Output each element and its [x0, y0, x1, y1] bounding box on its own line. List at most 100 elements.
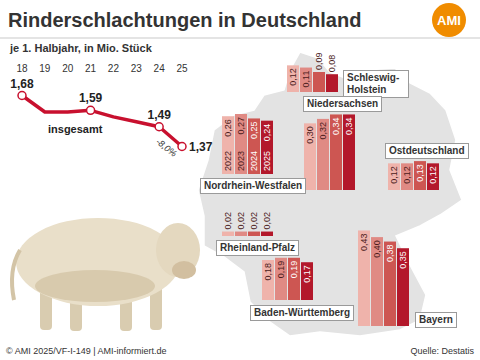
x-tick-label: 21 [85, 63, 97, 74]
bull-shade [35, 270, 155, 302]
header-rule [0, 38, 480, 39]
bar [384, 242, 396, 326]
data-label: 0,25 [249, 121, 259, 139]
data-label: 0,12 [389, 166, 399, 184]
bar [235, 232, 247, 236]
data-label: 0,32 [318, 122, 328, 140]
data-label: 0,35 [398, 251, 408, 269]
bar [248, 232, 260, 236]
data-label: 0,02 [249, 212, 259, 230]
data-label: 0,18 [263, 263, 273, 281]
data-label: 0,40 [372, 240, 382, 258]
region-label: Ostdeutschland [385, 143, 469, 159]
logo-text: AMI [437, 13, 461, 28]
data-label: 0,34 [344, 117, 354, 135]
bar [261, 121, 273, 174]
data-label: 0,09 [314, 52, 324, 70]
bar-group [304, 114, 355, 190]
legend-entry: 2024 [249, 151, 259, 171]
data-label: 0,12 [288, 68, 298, 86]
bar [300, 68, 312, 92]
data-label: 0,26 [223, 119, 233, 137]
data-label: 1,68 [10, 77, 34, 91]
legend-entry: 2022 [223, 151, 233, 171]
bar-plot [222, 65, 439, 326]
bar-group [222, 232, 273, 236]
legend-entry: 2023 [236, 151, 246, 171]
bar [388, 163, 400, 190]
data-label: 0,08 [327, 55, 337, 73]
x-tick-label: 23 [131, 63, 143, 74]
data-label: 1,49 [147, 108, 171, 122]
bar [427, 163, 439, 190]
footer: © AMI 2025/VF-I-149 | AMI-informiert.de [6, 346, 167, 356]
bar [343, 114, 355, 190]
bar [261, 232, 273, 236]
germany-map [198, 52, 462, 336]
x-tick-label: 20 [62, 63, 74, 74]
region-label: Rheinland-Pfalz [216, 240, 299, 256]
data-label: 0,34 [331, 117, 341, 135]
bar [288, 258, 300, 300]
region-label: Schleswig-Holstein [343, 70, 409, 98]
annotation: -8,0% [154, 136, 179, 158]
marker [18, 92, 26, 100]
marker [155, 123, 163, 131]
logo [432, 3, 466, 37]
bar [222, 116, 234, 174]
data-label: 1,37 [189, 140, 213, 154]
data-label: 0,12 [402, 166, 412, 184]
bar [371, 237, 383, 326]
bar [262, 260, 274, 300]
data-label: 0,27 [236, 117, 246, 135]
bar-group [222, 114, 273, 174]
bull-body [16, 218, 180, 306]
data-label: 0,02 [262, 212, 272, 230]
bar [317, 119, 329, 190]
marker [87, 106, 95, 114]
bar [397, 248, 409, 326]
marker [178, 142, 186, 150]
bar [235, 114, 247, 174]
subtitle: je 1. Halbjahr, in Mio. Stück [9, 42, 153, 54]
x-tick-label: 25 [176, 63, 188, 74]
bull-muzzle [172, 261, 196, 279]
title: Rinderschlachtungen in Deutschland [8, 9, 361, 31]
x-tick-label: 22 [108, 63, 120, 74]
bar [275, 258, 287, 300]
data-label: 0,43 [359, 233, 369, 251]
x-tick-label: 19 [39, 63, 51, 74]
bar-group [388, 161, 439, 190]
data-label: 0,24 [262, 124, 272, 142]
legend-entry: 2025 [262, 151, 272, 171]
bar-group [358, 230, 409, 326]
data-label: 0,13 [415, 164, 425, 182]
region-label: Niedersachsen [303, 96, 382, 112]
x-tick-label: 24 [154, 63, 166, 74]
data-label: 0,19 [289, 261, 299, 279]
bar [222, 232, 234, 236]
region-label: Baden-Württemberg [250, 305, 354, 321]
region-label: Bayern [415, 312, 457, 328]
source: Quelle: Destatis [410, 346, 474, 356]
bar [414, 161, 426, 190]
data-label: 0,02 [223, 212, 233, 230]
infographic: Rinderschlachtungen in Deutschland AMI © A… [0, 0, 480, 360]
bull-illustration [12, 218, 200, 331]
bar-group [262, 258, 313, 300]
bar [358, 230, 370, 326]
x-tick-label: 18 [16, 63, 28, 74]
bull-tail [12, 250, 20, 300]
bar [313, 72, 325, 92]
bar [330, 114, 342, 190]
bar [287, 65, 299, 92]
bar [326, 74, 338, 92]
data-label: 1,59 [79, 91, 103, 105]
data-label: 0,11 [301, 71, 311, 88]
data-label: 0,17 [302, 265, 312, 283]
bar [248, 118, 260, 174]
data-label: 0,02 [236, 212, 246, 230]
bar [301, 262, 313, 300]
data-label: 0,12 [428, 166, 438, 184]
series-label: insgesamt [48, 123, 103, 135]
